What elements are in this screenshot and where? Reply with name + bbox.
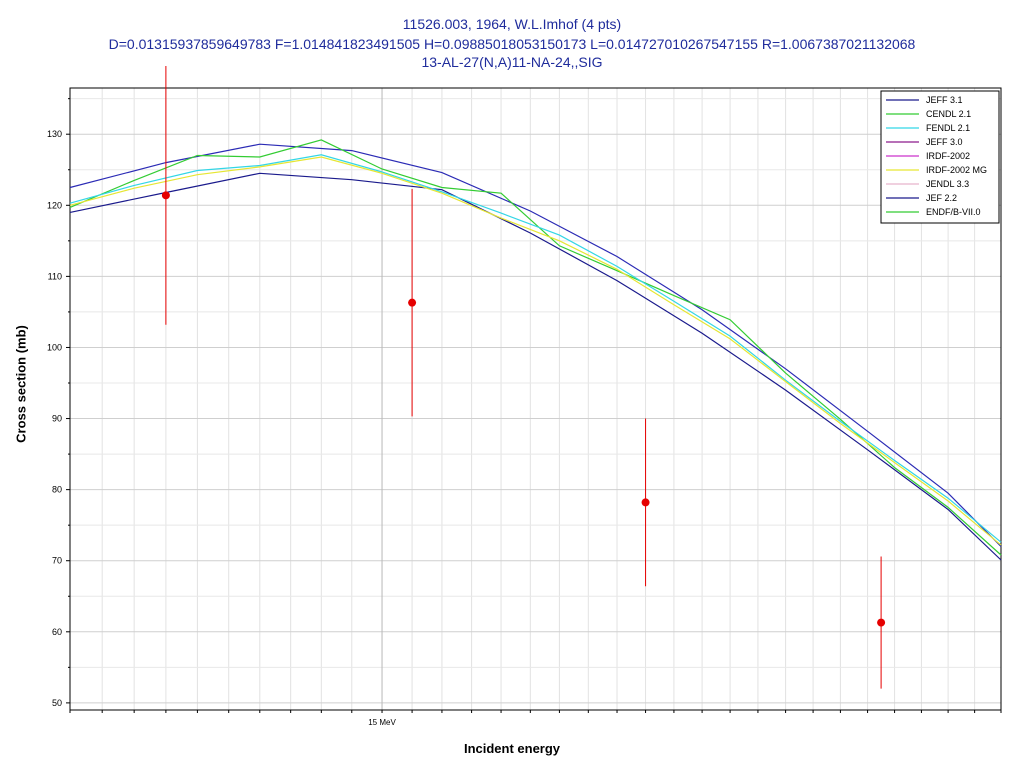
axes: 50 60 70 80 90 100 110 120 130 15 MeV xyxy=(47,87,1002,727)
grid xyxy=(69,88,1002,710)
chart-title-line-2: D=0.01315937859649783 F=1.01484182349150… xyxy=(108,36,916,52)
legend-label: JEFF 3.0 xyxy=(926,137,963,147)
legend-label: ENDF/B-VII.0 xyxy=(926,207,981,217)
legend-label: JEF 2.2 xyxy=(926,193,957,203)
series-line-fendl-2-1 xyxy=(69,154,1002,543)
y-tick-label: 120 xyxy=(47,200,62,210)
chart-title-line-1: 11526.003, 1964, W.L.Imhof (4 pts) xyxy=(402,16,622,32)
y-tick-label: 90 xyxy=(52,414,62,424)
y-tick-label: 110 xyxy=(48,271,62,281)
x-axis-label: Incident energy xyxy=(463,741,561,756)
series-group xyxy=(69,139,1002,561)
legend-label: JEFF 3.1 xyxy=(926,95,963,105)
x-tick-label: 15 MeV xyxy=(368,718,396,727)
y-tick-label: 50 xyxy=(52,698,62,708)
legend-label: IRDF-2002 MG xyxy=(926,165,987,175)
legend-label: IRDF-2002 xyxy=(926,151,970,161)
y-tick-label: 70 xyxy=(52,556,62,566)
data-point xyxy=(877,618,886,627)
y-tick-label: 80 xyxy=(52,485,62,495)
series-line-irdf-2002-mg xyxy=(69,156,1002,546)
chart-title-line-3: 13-AL-27(N,A)11-NA-24,,SIG xyxy=(421,54,603,70)
experimental-points xyxy=(161,65,886,689)
series-line-jef-2-2 xyxy=(69,172,1002,561)
plot-frame xyxy=(69,87,1002,711)
legend-label: FENDL 2.1 xyxy=(926,123,970,133)
data-point xyxy=(641,498,650,507)
y-axis-label: Cross section (mb) xyxy=(13,325,29,443)
legend[interactable]: JEFF 3.1 CENDL 2.1 FENDL 2.1 JEFF 3.0 IRDF-2… xyxy=(880,90,1000,224)
y-tick-label: 100 xyxy=(47,342,62,352)
legend-label: JENDL 3.3 xyxy=(926,179,969,189)
series-line-endf-b-vii-0 xyxy=(69,139,1002,556)
data-point xyxy=(408,298,417,307)
legend-label: CENDL 2.1 xyxy=(926,109,971,119)
data-point xyxy=(161,191,170,200)
series-line-jeff-3-1 xyxy=(69,143,1002,547)
y-tick-label: 60 xyxy=(52,627,62,637)
legend-box xyxy=(880,90,1000,224)
y-tick-label: 130 xyxy=(47,129,62,139)
